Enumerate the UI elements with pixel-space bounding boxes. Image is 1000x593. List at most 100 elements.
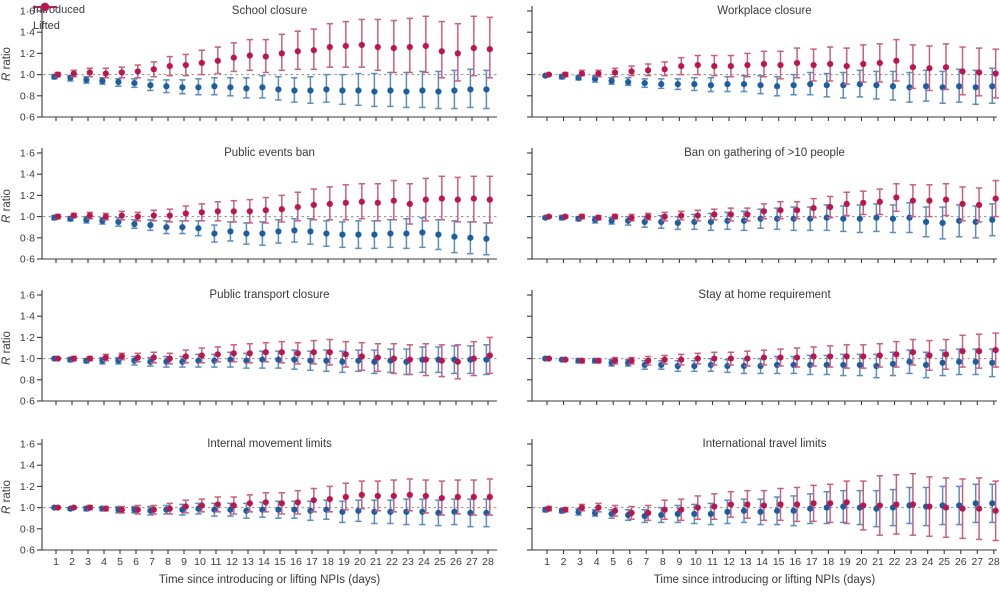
data-point — [611, 357, 619, 364]
data-point — [545, 71, 552, 78]
data-point — [545, 213, 552, 220]
data-point — [827, 500, 834, 507]
data-point — [926, 65, 933, 72]
data-point — [454, 358, 461, 365]
panel-title: Workplace closure — [717, 5, 811, 17]
data-point — [243, 507, 250, 514]
data-point — [374, 43, 381, 51]
data-point — [339, 87, 346, 94]
x-tick-label: 24 — [418, 556, 430, 568]
y-tick-label: 0·8 — [20, 523, 35, 535]
data-point — [198, 352, 205, 359]
y-tick-label: 1·2 — [20, 190, 35, 202]
data-point — [374, 492, 381, 500]
data-point — [118, 506, 125, 513]
data-point — [358, 491, 365, 498]
data-point — [840, 82, 847, 89]
data-point — [179, 84, 186, 91]
panel-title: Ban on gathering of >10 people — [684, 147, 845, 159]
data-point — [147, 82, 154, 89]
x-tick-label: 15 — [274, 556, 286, 568]
y-tick-label: 0·6 — [20, 112, 35, 124]
x-tick-label: 17 — [306, 556, 318, 568]
data-point — [371, 88, 378, 95]
data-point — [840, 503, 847, 510]
y-axis-label: R ratio — [1, 480, 13, 514]
x-tick-label: 11 — [211, 556, 222, 568]
data-point — [922, 361, 930, 369]
data-point — [163, 224, 170, 231]
data-point — [674, 219, 681, 227]
x-tick-label: 12 — [723, 556, 735, 568]
data-point — [595, 70, 602, 77]
data-point — [86, 69, 93, 76]
x-axis — [42, 258, 497, 263]
y-axis: 0·6 0·8 1·0 1·2 1·4 1·6 — [20, 6, 43, 124]
series-lifted — [545, 472, 999, 542]
data-point — [483, 235, 490, 242]
data-point — [214, 351, 221, 358]
y-tick-label: 0·8 — [20, 90, 35, 102]
lifted-marker-icon — [33, 2, 57, 12]
data-point — [230, 502, 237, 509]
data-point — [956, 358, 963, 365]
x-tick-label: 12 — [226, 556, 238, 568]
data-point — [102, 354, 109, 361]
data-point — [486, 352, 493, 359]
series-introduced — [51, 498, 490, 528]
data-point — [150, 354, 157, 361]
data-point — [909, 349, 917, 356]
data-point — [262, 53, 269, 60]
data-point — [641, 79, 648, 87]
data-point — [291, 356, 298, 363]
data-point — [658, 218, 665, 225]
x-tick-label: 14 — [756, 556, 768, 568]
data-point — [876, 59, 883, 67]
data-point — [211, 83, 218, 90]
data-point — [992, 507, 999, 514]
data-point — [371, 231, 378, 238]
data-point — [873, 362, 880, 370]
data-point — [744, 211, 751, 218]
data-point — [182, 210, 189, 217]
series-lifted — [54, 175, 493, 225]
data-point — [374, 354, 381, 361]
data-point — [893, 194, 900, 201]
x-tick-label: 25 — [938, 556, 950, 568]
y-tick-label: 1·6 — [20, 439, 35, 451]
data-point — [454, 196, 461, 203]
data-point — [906, 358, 913, 365]
data-point — [856, 215, 863, 222]
x-tick-label: 7 — [149, 556, 155, 568]
data-point — [810, 205, 817, 212]
data-point — [131, 79, 138, 87]
data-point — [661, 66, 668, 73]
data-point — [374, 199, 381, 206]
data-point — [259, 84, 266, 91]
data-point — [760, 354, 768, 361]
data-point — [545, 505, 552, 512]
data-point — [922, 83, 930, 90]
data-point — [214, 57, 221, 64]
data-point — [744, 355, 751, 362]
data-point — [972, 218, 979, 225]
data-point — [342, 493, 349, 501]
data-point — [118, 353, 125, 360]
data-point — [628, 509, 635, 516]
data-point — [323, 86, 330, 93]
data-point — [757, 82, 764, 89]
data-point — [291, 227, 298, 234]
y-tick-label: 1·2 — [20, 332, 35, 344]
y-tick-label: 1·4 — [20, 27, 35, 39]
data-point — [625, 78, 632, 86]
data-point — [661, 213, 668, 220]
y-tick-label: 1·0 — [20, 69, 35, 81]
data-point — [54, 355, 61, 362]
data-point — [198, 209, 205, 216]
data-point — [992, 347, 999, 354]
data-point — [889, 83, 897, 90]
data-point — [645, 509, 652, 516]
x-tick-label: 16 — [789, 556, 801, 568]
data-point — [976, 505, 983, 512]
y-tick-label: 0·6 — [20, 254, 35, 266]
